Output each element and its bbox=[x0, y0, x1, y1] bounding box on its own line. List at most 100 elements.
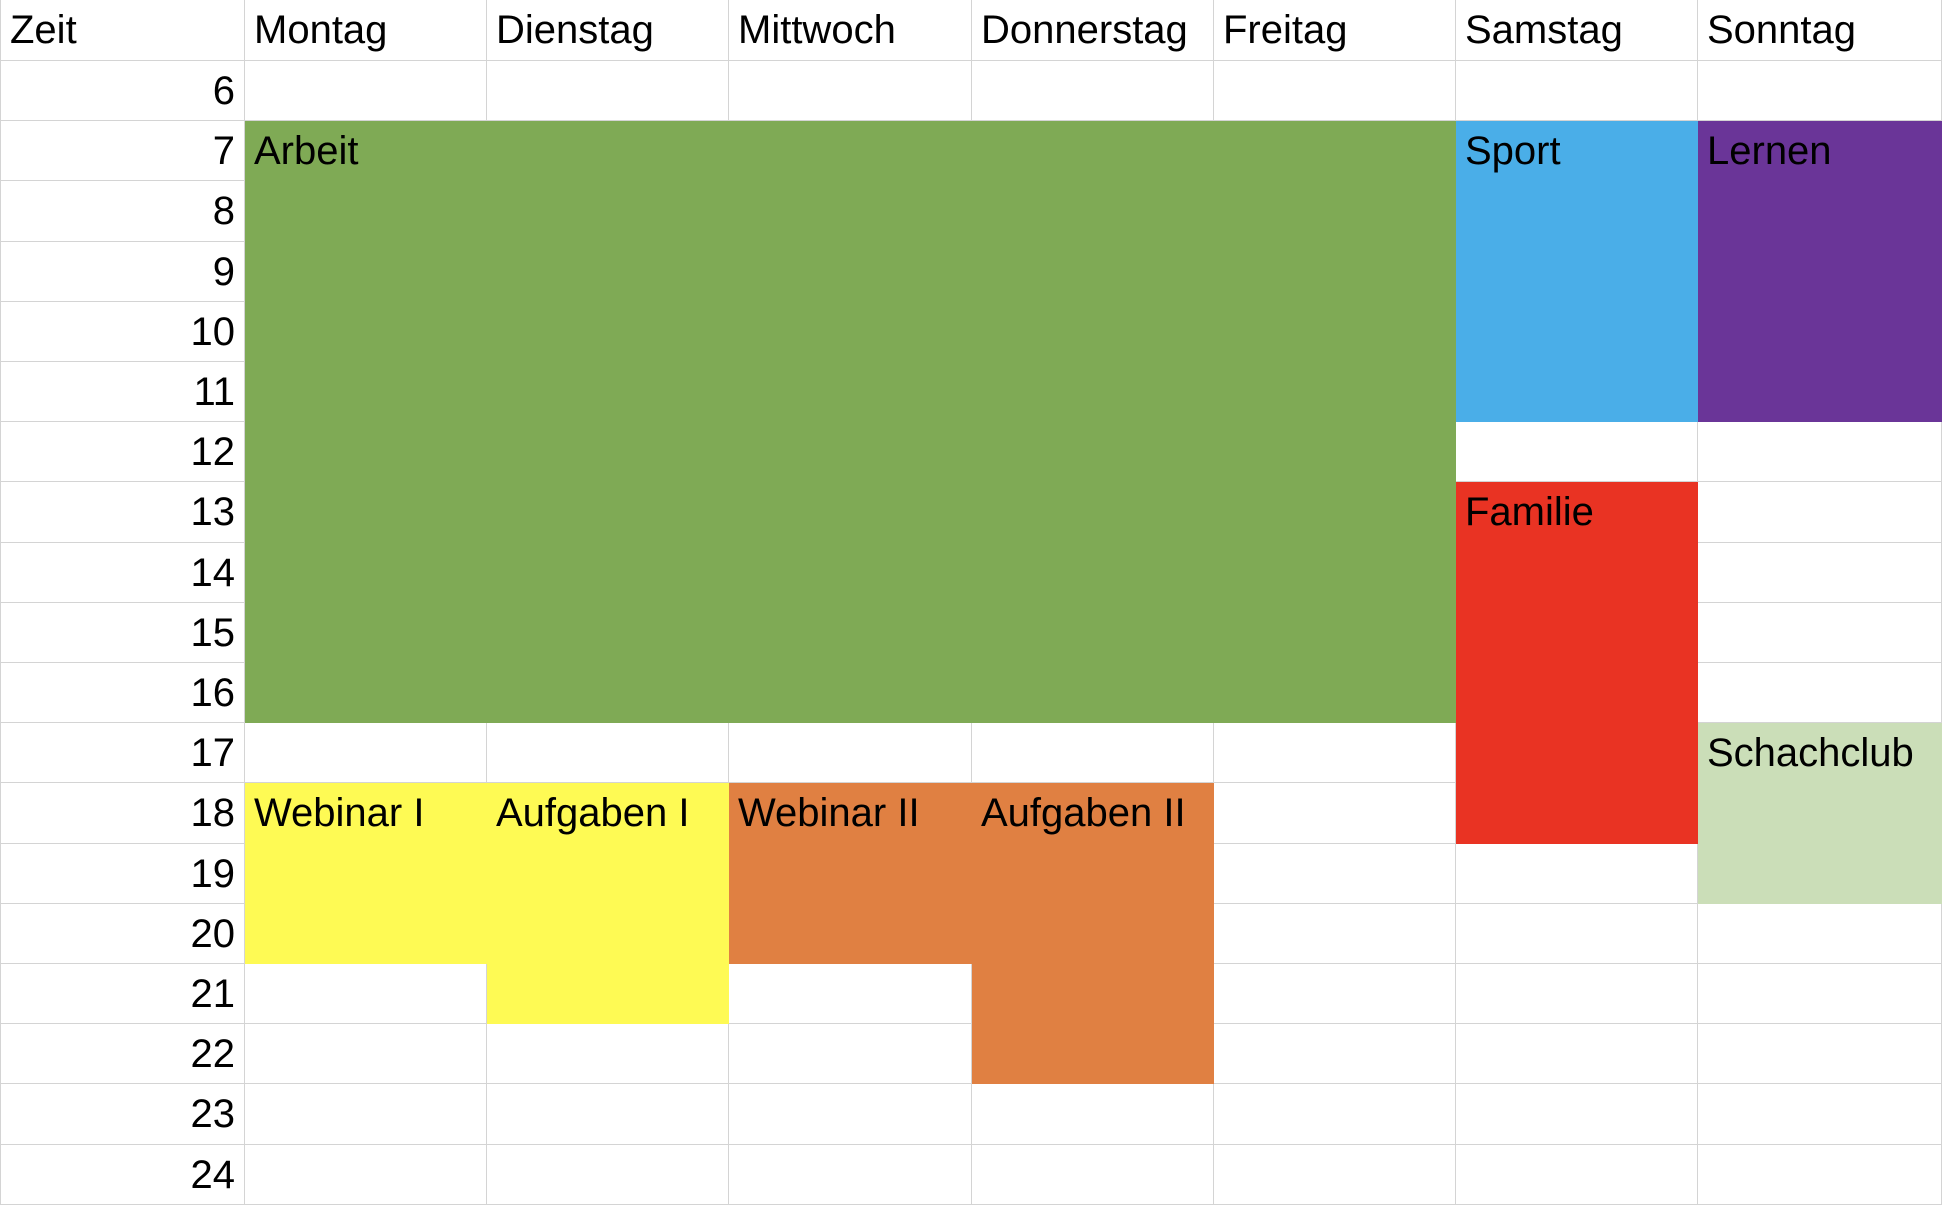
grid-cell-sonntag-13[interactable] bbox=[1698, 482, 1942, 543]
header-cell-montag[interactable]: Montag bbox=[245, 0, 487, 61]
hour-cell[interactable]: 20 bbox=[0, 904, 245, 964]
grid-cell-donnerstag-6[interactable] bbox=[972, 61, 1214, 121]
grid-cell-freitag-21[interactable] bbox=[1214, 964, 1456, 1024]
hour-cell[interactable]: 14 bbox=[0, 543, 245, 603]
event-block-aufgaben-ii[interactable]: Aufgaben II bbox=[972, 783, 1214, 1084]
grid-cell-freitag-23[interactable] bbox=[1214, 1084, 1456, 1145]
event-label: Lernen bbox=[1707, 129, 1832, 173]
hour-label: 24 bbox=[190, 1153, 236, 1197]
event-block-arbeit[interactable]: Arbeit bbox=[245, 121, 1456, 723]
grid-cell-sonntag-22[interactable] bbox=[1698, 1024, 1942, 1084]
event-block-familie[interactable]: Familie bbox=[1456, 482, 1698, 844]
hour-cell[interactable]: 6 bbox=[0, 61, 245, 121]
grid-cell-freitag-20[interactable] bbox=[1214, 904, 1456, 964]
day-label-mittwoch: Mittwoch bbox=[738, 8, 896, 52]
grid-cell-sonntag-20[interactable] bbox=[1698, 904, 1942, 964]
day-label-donnerstag: Donnerstag bbox=[981, 8, 1188, 52]
hour-cell[interactable]: 12 bbox=[0, 422, 245, 482]
grid-cell-samstag-21[interactable] bbox=[1456, 964, 1698, 1024]
hour-cell[interactable]: 23 bbox=[0, 1084, 245, 1145]
header-cell-mittwoch[interactable]: Mittwoch bbox=[729, 0, 972, 61]
hour-label: 9 bbox=[212, 250, 235, 294]
grid-cell-montag-6[interactable] bbox=[245, 61, 487, 121]
grid-cell-sonntag-21[interactable] bbox=[1698, 964, 1942, 1024]
grid-cell-sonntag-16[interactable] bbox=[1698, 663, 1942, 723]
grid-cell-dienstag-24[interactable] bbox=[487, 1145, 729, 1205]
grid-cell-samstag-20[interactable] bbox=[1456, 904, 1698, 964]
grid-cell-mittwoch-24[interactable] bbox=[729, 1145, 972, 1205]
day-label-freitag: Freitag bbox=[1223, 8, 1348, 52]
grid-cell-samstag-24[interactable] bbox=[1456, 1145, 1698, 1205]
hour-label: 6 bbox=[212, 69, 235, 113]
grid-cell-mittwoch-6[interactable] bbox=[729, 61, 972, 121]
event-label: Arbeit bbox=[254, 129, 359, 173]
event-label: Webinar I bbox=[254, 791, 425, 835]
header-cell-zeit[interactable]: Zeit bbox=[0, 0, 245, 61]
grid-cell-mittwoch-21[interactable] bbox=[729, 964, 972, 1024]
grid-cell-montag-24[interactable] bbox=[245, 1145, 487, 1205]
header-cell-freitag[interactable]: Freitag bbox=[1214, 0, 1456, 61]
grid-cell-samstag-12[interactable] bbox=[1456, 422, 1698, 482]
grid-cell-freitag-19[interactable] bbox=[1214, 844, 1456, 904]
grid-cell-montag-17[interactable] bbox=[245, 723, 487, 783]
hour-cell[interactable]: 15 bbox=[0, 603, 245, 663]
grid-cell-mittwoch-23[interactable] bbox=[729, 1084, 972, 1145]
header-cell-donnerstag[interactable]: Donnerstag bbox=[972, 0, 1214, 61]
grid-cell-montag-22[interactable] bbox=[245, 1024, 487, 1084]
grid-cell-sonntag-15[interactable] bbox=[1698, 603, 1942, 663]
event-block-webinar-ii[interactable]: Webinar II bbox=[729, 783, 972, 964]
event-block-aufgaben-i[interactable]: Aufgaben I bbox=[487, 783, 729, 1024]
hour-label: 13 bbox=[190, 490, 236, 534]
hour-cell[interactable]: 22 bbox=[0, 1024, 245, 1084]
grid-cell-dienstag-22[interactable] bbox=[487, 1024, 729, 1084]
event-block-schachclub[interactable]: Schachclub bbox=[1698, 723, 1942, 904]
header-cell-samstag[interactable]: Samstag bbox=[1456, 0, 1698, 61]
grid-cell-freitag-24[interactable] bbox=[1214, 1145, 1456, 1205]
day-label-dienstag: Dienstag bbox=[496, 8, 654, 52]
event-block-sport[interactable]: Sport bbox=[1456, 121, 1698, 422]
event-block-lernen[interactable]: Lernen bbox=[1698, 121, 1942, 422]
grid-cell-mittwoch-22[interactable] bbox=[729, 1024, 972, 1084]
grid-cell-sonntag-23[interactable] bbox=[1698, 1084, 1942, 1145]
grid-cell-montag-21[interactable] bbox=[245, 964, 487, 1024]
hour-label: 7 bbox=[212, 129, 235, 173]
hour-label: 23 bbox=[190, 1092, 236, 1136]
hour-cell[interactable]: 7 bbox=[0, 121, 245, 181]
event-block-webinar-i[interactable]: Webinar I bbox=[245, 783, 487, 964]
hour-cell[interactable]: 11 bbox=[0, 362, 245, 422]
grid-cell-samstag-6[interactable] bbox=[1456, 61, 1698, 121]
header-cell-sonntag[interactable]: Sonntag bbox=[1698, 0, 1942, 61]
header-cell-dienstag[interactable]: Dienstag bbox=[487, 0, 729, 61]
grid-cell-sonntag-14[interactable] bbox=[1698, 543, 1942, 603]
grid-cell-dienstag-6[interactable] bbox=[487, 61, 729, 121]
grid-cell-dienstag-17[interactable] bbox=[487, 723, 729, 783]
hour-cell[interactable]: 10 bbox=[0, 302, 245, 362]
grid-cell-dienstag-23[interactable] bbox=[487, 1084, 729, 1145]
hour-cell[interactable]: 19 bbox=[0, 844, 245, 904]
grid-cell-samstag-19[interactable] bbox=[1456, 844, 1698, 904]
hour-label: 14 bbox=[190, 551, 236, 595]
hour-cell[interactable]: 18 bbox=[0, 783, 245, 844]
grid-cell-donnerstag-23[interactable] bbox=[972, 1084, 1214, 1145]
grid-cell-donnerstag-24[interactable] bbox=[972, 1145, 1214, 1205]
grid-cell-sonntag-24[interactable] bbox=[1698, 1145, 1942, 1205]
grid-cell-donnerstag-17[interactable] bbox=[972, 723, 1214, 783]
grid-cell-freitag-22[interactable] bbox=[1214, 1024, 1456, 1084]
grid-cell-mittwoch-17[interactable] bbox=[729, 723, 972, 783]
hour-cell[interactable]: 8 bbox=[0, 181, 245, 242]
grid-cell-sonntag-6[interactable] bbox=[1698, 61, 1942, 121]
hour-cell[interactable]: 17 bbox=[0, 723, 245, 783]
grid-cell-samstag-23[interactable] bbox=[1456, 1084, 1698, 1145]
hour-cell[interactable]: 13 bbox=[0, 482, 245, 543]
hour-cell[interactable]: 9 bbox=[0, 242, 245, 302]
hour-cell[interactable]: 16 bbox=[0, 663, 245, 723]
grid-cell-freitag-17[interactable] bbox=[1214, 723, 1456, 783]
grid-cell-freitag-6[interactable] bbox=[1214, 61, 1456, 121]
hour-cell[interactable]: 21 bbox=[0, 964, 245, 1024]
grid-cell-sonntag-12[interactable] bbox=[1698, 422, 1942, 482]
grid-cell-samstag-22[interactable] bbox=[1456, 1024, 1698, 1084]
grid-cell-freitag-18[interactable] bbox=[1214, 783, 1456, 844]
grid-cell-montag-23[interactable] bbox=[245, 1084, 487, 1145]
hour-cell[interactable]: 24 bbox=[0, 1145, 245, 1205]
hour-label: 16 bbox=[190, 671, 236, 715]
